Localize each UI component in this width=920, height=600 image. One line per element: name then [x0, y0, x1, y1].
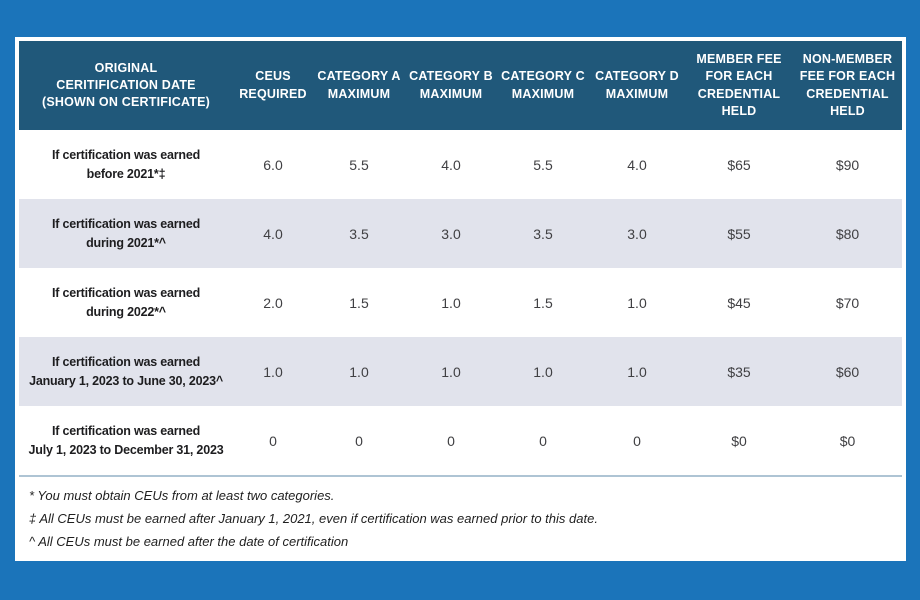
cell-value: 1.0	[441, 363, 461, 380]
cell-value: 1.0	[263, 363, 283, 380]
table-row: If certification was earned before 2021*…	[19, 130, 902, 199]
cell-value: 1.0	[441, 294, 461, 311]
table-row: If certification was earned July 1, 2023…	[19, 406, 902, 475]
footnote-divider	[19, 475, 902, 477]
cell-value: $90	[835, 156, 860, 173]
table-row: If certification was earned January 1, 2…	[19, 337, 902, 406]
cell-value: $55	[727, 225, 751, 242]
header-cell-member-fee: MEMBER FEE FOR EACH CREDENTIAL HELD	[696, 52, 782, 118]
table-row: If certification was earned during 2022*…	[19, 268, 902, 337]
cell-value: $60	[835, 363, 860, 380]
cell-value: 0	[269, 432, 277, 449]
header-cell-category-b-maximum: CATEGORY B MAXIMUM	[409, 69, 493, 101]
cell-value: 3.5	[533, 225, 553, 242]
cell-value: 5.5	[349, 156, 369, 173]
cell-value: 3.5	[349, 225, 369, 242]
cell-value: 3.0	[627, 225, 647, 242]
cell-value: 3.0	[441, 225, 461, 242]
footnote-caret: ^ All CEUs must be earned after the date…	[29, 534, 349, 549]
cell-value: $35	[727, 363, 751, 380]
cell-value: 1.0	[627, 294, 647, 311]
row-label: If certification was earned July 1, 2023…	[28, 423, 224, 457]
footnotes-section: * You must obtain CEUs from at least two…	[19, 477, 902, 557]
cell-value: 6.0	[263, 156, 283, 173]
cell-value: $65	[727, 156, 751, 173]
cell-value: 0	[633, 432, 641, 449]
cell-value: 0	[447, 432, 455, 449]
cell-value: 1.0	[533, 363, 553, 380]
header-cell-category-d-maximum: CATEGORY D MAXIMUM	[595, 69, 679, 101]
row-label: If certification was earned before 2021*…	[51, 147, 201, 181]
cell-value: 5.5	[533, 156, 553, 173]
row-label: If certification was earned during 2022*…	[51, 285, 201, 319]
cell-value: 2.0	[263, 294, 283, 311]
ceu-fees-table-card: ORIGINAL CERITIFICATION DATE (SHOWN ON C…	[15, 37, 906, 561]
table-row: If certification was earned during 2021*…	[19, 199, 902, 268]
header-cell-non-member-fee: NON-MEMBER FEE FOR EACH CREDENTIAL HELD	[799, 52, 896, 118]
header-cell-ceus-required: CEUS REQUIRED	[239, 69, 307, 101]
cell-value: 4.0	[441, 156, 461, 173]
row-label: If certification was earned during 2021*…	[51, 216, 201, 250]
cell-value: 1.5	[349, 294, 369, 311]
cell-value: $0	[731, 432, 747, 449]
cell-value: 4.0	[263, 225, 283, 242]
cell-value: $45	[727, 294, 751, 311]
cell-value: 0	[355, 432, 363, 449]
footnote-asterisk: * You must obtain CEUs from at least two…	[29, 488, 335, 503]
cell-value: 1.5	[533, 294, 553, 311]
cell-value: 0	[539, 432, 547, 449]
header-cell-category-c-maximum: CATEGORY C MAXIMUM	[501, 69, 585, 101]
row-label: If certification was earned January 1, 2…	[29, 354, 223, 388]
header-cell-original-certification-date: ORIGINAL CERITIFICATION DATE (SHOWN ON C…	[41, 60, 211, 110]
cell-value: 1.0	[627, 363, 647, 380]
cell-value: $80	[835, 225, 860, 242]
table-header-row: ORIGINAL CERITIFICATION DATE (SHOWN ON C…	[19, 41, 902, 130]
cell-value: 4.0	[627, 156, 647, 173]
cell-value: $70	[835, 294, 860, 311]
footnote-double-dagger: ‡ All CEUs must be earned after January …	[29, 511, 598, 526]
cell-value: $0	[839, 432, 856, 449]
cell-value: 1.0	[349, 363, 369, 380]
header-cell-category-a-maximum: CATEGORY A MAXIMUM	[317, 69, 401, 101]
